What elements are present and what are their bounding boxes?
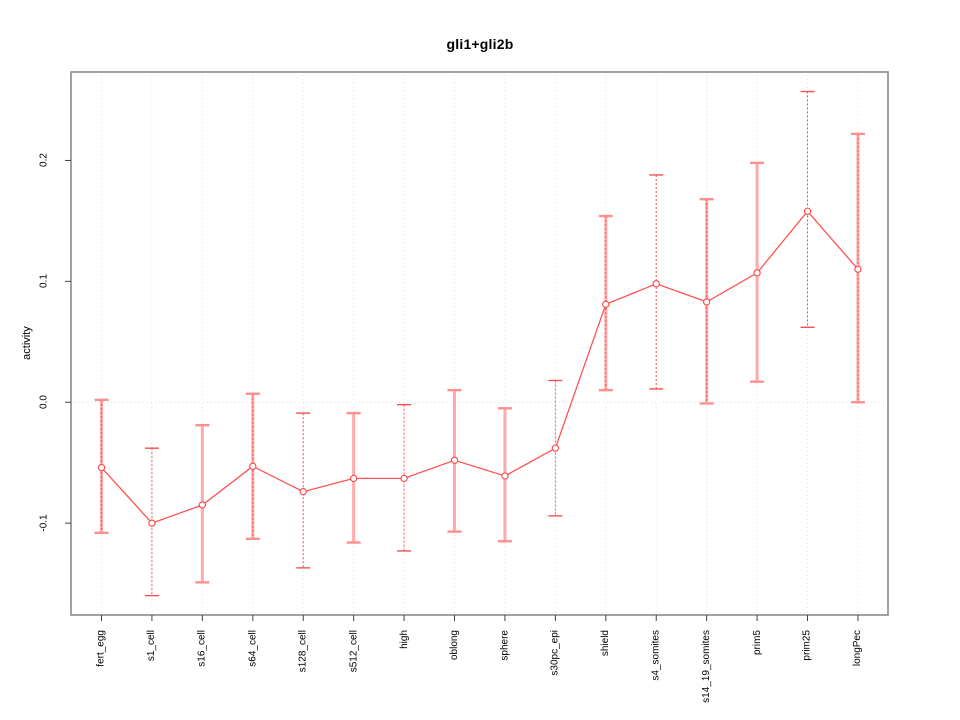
x-tick-label: s128_cell bbox=[297, 630, 309, 673]
x-tick-label: high bbox=[398, 630, 410, 649]
plot-border bbox=[70, 71, 889, 616]
chart-canvas bbox=[65, 71, 889, 621]
x-tick-label: s16_cell bbox=[196, 630, 208, 667]
data-point bbox=[400, 474, 408, 483]
data-point bbox=[652, 280, 660, 288]
plot-area bbox=[61, 71, 898, 622]
data-point bbox=[703, 298, 711, 306]
data-point bbox=[602, 300, 610, 308]
data-point bbox=[249, 462, 257, 470]
y-tick-label-text: -0.1 bbox=[38, 514, 50, 532]
data-point bbox=[803, 207, 812, 215]
y-axis-title-text: activity bbox=[21, 326, 33, 360]
data-point bbox=[501, 472, 509, 480]
x-tick-label: prim5 bbox=[751, 630, 763, 656]
x-tick-label: s512_cell bbox=[348, 630, 360, 673]
data-point bbox=[198, 501, 207, 509]
x-tick-label: sphere bbox=[499, 630, 511, 661]
y-tick-label-text: 0.1 bbox=[38, 274, 50, 289]
data-point bbox=[148, 519, 156, 527]
y-tick-label-text: 0.0 bbox=[38, 395, 50, 410]
data-point bbox=[349, 474, 358, 483]
data-point bbox=[753, 269, 761, 277]
x-tick-label: s30pc_epi bbox=[549, 630, 561, 676]
series-line bbox=[101, 210, 859, 524]
x-tick-label: s14_19_somites bbox=[701, 630, 713, 703]
data-point bbox=[551, 444, 560, 452]
x-tick-label: s64_cell bbox=[247, 630, 259, 667]
x-tick-label: prim25 bbox=[802, 630, 814, 661]
x-tick-label: oblong bbox=[449, 630, 461, 661]
x-tick-label: s1_cell bbox=[146, 630, 158, 662]
data-point bbox=[97, 463, 106, 472]
data-point bbox=[450, 456, 459, 464]
chart-title: gli1+gli2b bbox=[446, 36, 514, 52]
y-tick-label-text: 0.2 bbox=[38, 153, 50, 168]
x-tick-label: shield bbox=[600, 630, 612, 657]
data-point bbox=[854, 265, 862, 273]
x-tick-label: s4_somites bbox=[650, 630, 662, 681]
data-point bbox=[299, 488, 307, 496]
x-tick-label: fert_egg bbox=[96, 630, 107, 667]
x-tick-label: longPec bbox=[852, 630, 864, 667]
